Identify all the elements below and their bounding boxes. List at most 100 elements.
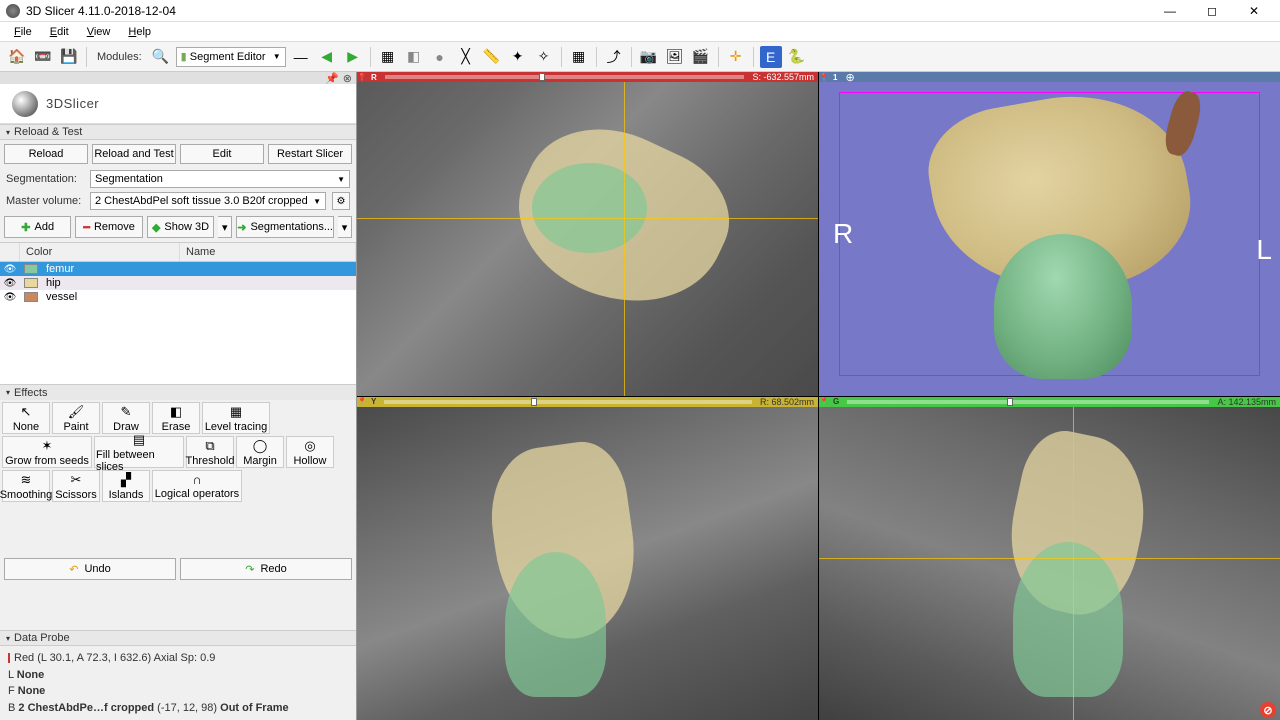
visibility-icon[interactable]: 👁 — [0, 278, 20, 289]
panel-close-icon[interactable]: ⊗ — [343, 72, 352, 85]
vp-red-slider[interactable] — [385, 75, 745, 79]
effect-icon: ✎ — [121, 404, 132, 420]
python-icon[interactable]: 🐍 — [786, 46, 808, 68]
viewport-red[interactable]: 📍RS: -632.557mm — [357, 72, 818, 396]
restart-slicer-button[interactable]: Restart Slicer — [268, 144, 352, 164]
effect-threshold[interactable]: ⧉Threshold — [186, 436, 234, 468]
close-button[interactable]: ✕ — [1234, 1, 1274, 21]
effect-logical-operators[interactable]: ∩Logical operators — [152, 470, 242, 502]
effect-paint[interactable]: 🖌Paint — [52, 402, 100, 434]
edit-button[interactable]: Edit — [180, 144, 264, 164]
probe-b: B 2 ChestAbdPe…f cropped (-17, 12, 98) O… — [8, 702, 289, 714]
color-swatch[interactable] — [24, 278, 38, 288]
segment-row[interactable]: 👁 vessel — [0, 290, 356, 304]
show-3d-button[interactable]: ◆Show 3D — [147, 216, 214, 238]
reload-test-header[interactable]: Reload & Test — [0, 124, 356, 140]
viewport-3d[interactable]: 📍1⊕ R L — [819, 72, 1280, 396]
reload-and-test-button[interactable]: Reload and Test — [92, 144, 176, 164]
effect-fill-between-slices[interactable]: ▤Fill between slices — [94, 436, 184, 468]
tool-a-icon[interactable]: ✦ — [507, 46, 529, 68]
effect-icon: ∩ — [192, 472, 201, 487]
error-indicator-icon[interactable]: ⊘ — [1260, 702, 1276, 718]
master-volume-selector[interactable]: 2 ChestAbdPel soft tissue 3.0 B20f cropp… — [90, 192, 326, 210]
module-forward-icon[interactable]: ▶ — [342, 46, 364, 68]
effect-hollow[interactable]: ◎Hollow — [286, 436, 334, 468]
effect-margin[interactable]: ◯Margin — [236, 436, 284, 468]
reload-button[interactable]: Reload — [4, 144, 88, 164]
data-probe-header[interactable]: Data Probe — [0, 630, 356, 646]
vp-3d-pin-icon[interactable]: 📍 — [819, 73, 829, 82]
effect-label: Scissors — [55, 489, 97, 501]
slicer-logo-text: 3DSlicer — [46, 96, 99, 111]
undo-button[interactable]: ↶Undo — [4, 558, 176, 580]
color-swatch[interactable] — [24, 292, 38, 302]
tool-b-icon[interactable]: ✧ — [533, 46, 555, 68]
vp-3d-center-icon[interactable]: ⊕ — [841, 72, 858, 84]
effects-header[interactable]: Effects — [0, 384, 356, 400]
effect-icon: 🖌 — [68, 404, 85, 420]
segment-name: vessel — [42, 291, 77, 303]
effect-erase[interactable]: ◧Erase — [152, 402, 200, 434]
effect-none[interactable]: ↖None — [2, 402, 50, 434]
link-icon[interactable]: ⤴ — [603, 46, 625, 68]
crosshair-icon[interactable]: ✛ — [725, 46, 747, 68]
menu-view[interactable]: View — [79, 24, 119, 40]
layout-icon[interactable]: ▦ — [377, 46, 399, 68]
menu-help[interactable]: Help — [120, 24, 159, 40]
effect-icon: ◧ — [170, 404, 182, 420]
effect-grow-from-seeds[interactable]: ✶Grow from seeds — [2, 436, 92, 468]
vp-red-pin-icon[interactable]: 📍 — [357, 73, 367, 82]
remove-segment-button[interactable]: ━Remove — [75, 216, 142, 238]
module-selector[interactable]: ▮ Segment Editor▼ — [176, 47, 286, 67]
segmentations-dropdown[interactable]: ▾ — [338, 216, 352, 238]
col-color: Color — [20, 243, 180, 261]
redo-button[interactable]: ↷Redo — [180, 558, 352, 580]
record-icon[interactable]: 🎬 — [690, 46, 712, 68]
vp-green-slider[interactable] — [847, 400, 1209, 404]
add-segment-button[interactable]: ✚Add — [4, 216, 71, 238]
extensions-icon[interactable]: E — [760, 46, 782, 68]
module-history-icon[interactable]: — — [290, 46, 312, 68]
module-search-icon[interactable]: 🔍 — [150, 46, 172, 68]
vp-yellow-slider[interactable] — [384, 400, 752, 404]
segment-row[interactable]: 👁femur — [0, 262, 356, 276]
minimize-button[interactable]: — — [1150, 1, 1190, 21]
menu-edit[interactable]: Edit — [42, 24, 77, 40]
effect-draw[interactable]: ✎Draw — [102, 402, 150, 434]
effect-scissors[interactable]: ✂Scissors — [52, 470, 100, 502]
color-swatch[interactable] — [24, 264, 38, 274]
visibility-icon[interactable]: 👁 — [0, 292, 20, 303]
screenshot-icon[interactable]: 🖼 — [664, 46, 686, 68]
panel-pin-icon[interactable]: 📌 — [325, 72, 339, 85]
master-volume-options-button[interactable]: ⚙ — [332, 192, 350, 210]
load-data-icon[interactable]: 🏠 — [6, 46, 28, 68]
segment-row[interactable]: 👁hip — [0, 276, 356, 290]
capture-icon[interactable]: 📷 — [638, 46, 660, 68]
maximize-button[interactable]: ◻ — [1192, 1, 1232, 21]
save-icon[interactable]: 💾 — [58, 46, 80, 68]
viewport-green[interactable]: 📍GA: 142.135mm — [819, 397, 1280, 720]
show-3d-dropdown[interactable]: ▾ — [218, 216, 232, 238]
segmentations-button[interactable]: ➜Segmentations... — [236, 216, 334, 238]
vp-green-pin-icon[interactable]: 📍 — [819, 397, 829, 406]
effect-label: Erase — [162, 421, 191, 433]
effect-smoothing[interactable]: ≋Smoothing — [2, 470, 50, 502]
grid-icon[interactable]: ▦ — [568, 46, 590, 68]
show3d-label: Show 3D — [164, 221, 209, 233]
col-name: Name — [180, 243, 356, 261]
effect-islands[interactable]: ▞Islands — [102, 470, 150, 502]
cube-icon[interactable]: ◧ — [403, 46, 425, 68]
segmentation-selector[interactable]: Segmentation▼ — [90, 170, 350, 188]
viewport-yellow[interactable]: 📍YR: 68.502mm — [357, 397, 818, 720]
axes-icon[interactable]: ╳ — [455, 46, 477, 68]
window-titlebar: 3D Slicer 4.11.0-2018-12-04 — ◻ ✕ — [0, 0, 1280, 22]
load-dicom-icon[interactable]: 📼 — [32, 46, 54, 68]
sphere-icon[interactable]: ● — [429, 46, 451, 68]
module-back-icon[interactable]: ◀ — [316, 46, 338, 68]
visibility-icon[interactable]: 👁 — [0, 264, 20, 275]
effect-icon: ◯ — [253, 438, 268, 454]
effect-level-tracing[interactable]: ▦Level tracing — [202, 402, 270, 434]
vp-yellow-pin-icon[interactable]: 📍 — [357, 397, 367, 406]
ruler-icon[interactable]: 📏 — [481, 46, 503, 68]
menu-file[interactable]: File — [6, 24, 40, 40]
